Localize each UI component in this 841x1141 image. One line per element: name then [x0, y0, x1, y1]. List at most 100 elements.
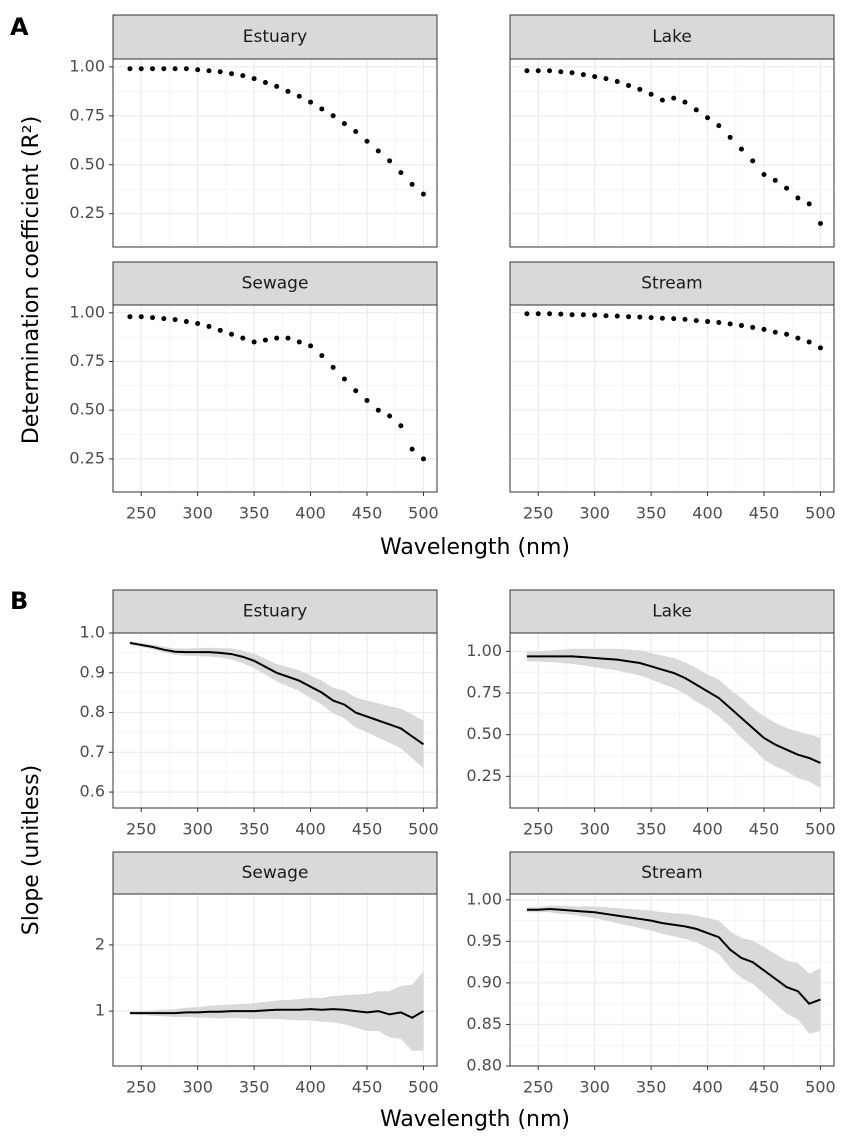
x-tick-label: 250 — [523, 820, 554, 839]
y-tick-label: 2 — [95, 934, 105, 953]
x-tick-label: 250 — [126, 1078, 157, 1097]
strip-title: Stream — [641, 863, 703, 883]
point — [206, 323, 212, 329]
point — [761, 172, 767, 178]
plot-background — [113, 305, 437, 492]
y-tick-label: 0.25 — [69, 448, 105, 467]
point — [592, 74, 598, 80]
line — [129, 641, 425, 746]
strip — [509, 14, 835, 60]
point — [274, 83, 280, 89]
x-tick-label: 500 — [408, 504, 439, 523]
panel-border — [509, 632, 835, 809]
point — [183, 66, 189, 72]
point — [603, 313, 609, 319]
point — [251, 76, 257, 82]
x-tick-label: 350 — [636, 1078, 667, 1097]
x-tick-label: 300 — [579, 1078, 610, 1097]
strip-title: Sewage — [242, 863, 309, 883]
point — [795, 195, 801, 201]
point — [705, 319, 711, 325]
point — [784, 331, 790, 337]
point — [138, 66, 144, 72]
x-tick-label: 350 — [239, 820, 270, 839]
y-tick-label: 0.80 — [466, 1056, 502, 1075]
x-axis-title: Wavelength (nm) — [380, 1107, 570, 1132]
point — [750, 158, 756, 164]
strip — [112, 261, 438, 306]
y-tick-label: 0.75 — [466, 683, 502, 702]
point — [364, 397, 370, 403]
point — [150, 315, 156, 321]
point — [637, 314, 643, 320]
point — [138, 314, 144, 320]
y-tick-label: 0.7 — [80, 742, 105, 761]
x-tick-label: 250 — [523, 1078, 554, 1097]
point — [285, 88, 291, 94]
y-tick-label: 1.00 — [69, 56, 105, 75]
point — [693, 107, 699, 113]
point — [806, 201, 812, 207]
x-tick-label: 450 — [352, 1078, 383, 1097]
point — [161, 316, 167, 322]
y-tick-label: 1.00 — [466, 889, 502, 908]
panel-border — [509, 304, 835, 493]
point — [398, 170, 404, 176]
point — [161, 66, 167, 72]
point — [535, 68, 541, 74]
point — [409, 181, 415, 187]
plot-background — [510, 59, 834, 247]
x-tick-label: 300 — [182, 1078, 213, 1097]
point — [671, 95, 677, 101]
panel-letter: B — [10, 587, 28, 615]
x-tick-label: 300 — [579, 820, 610, 839]
point — [750, 324, 756, 330]
point — [285, 335, 291, 341]
point — [659, 315, 665, 321]
point — [127, 314, 133, 320]
point — [738, 146, 744, 152]
point — [296, 93, 302, 99]
x-tick-label: 450 — [352, 820, 383, 839]
point — [420, 456, 426, 462]
y-tick-label: 1 — [95, 1001, 105, 1020]
point — [330, 113, 336, 119]
point — [195, 321, 201, 327]
point — [558, 69, 564, 75]
point — [229, 71, 235, 77]
point — [795, 335, 801, 341]
panel-border — [112, 893, 438, 1067]
x-tick-label: 400 — [692, 504, 723, 523]
x-tick-label: 450 — [749, 1078, 780, 1097]
strip-title: Lake — [652, 27, 692, 47]
point — [614, 79, 620, 85]
point — [341, 121, 347, 127]
point — [637, 86, 643, 92]
point — [420, 191, 426, 197]
x-tick-label: 500 — [805, 1078, 836, 1097]
line — [526, 655, 821, 764]
point — [195, 67, 201, 73]
strip-title: Estuary — [243, 602, 308, 622]
point — [206, 68, 212, 74]
point — [547, 68, 553, 74]
plot-background — [113, 894, 437, 1066]
x-tick-label: 500 — [408, 1078, 439, 1097]
plot-background — [113, 59, 437, 247]
y-axis-title: Determination coefficient (R²) — [19, 116, 44, 444]
point — [229, 331, 235, 337]
line — [129, 1008, 424, 1019]
point — [262, 80, 268, 85]
point — [592, 312, 598, 318]
panel-border — [112, 58, 438, 248]
point — [217, 69, 223, 75]
point — [716, 123, 722, 129]
point — [240, 335, 246, 341]
x-tick-label: 400 — [692, 1078, 723, 1097]
point — [580, 312, 586, 318]
point — [603, 76, 609, 82]
point — [614, 313, 620, 319]
point — [727, 134, 733, 140]
point — [375, 407, 381, 413]
